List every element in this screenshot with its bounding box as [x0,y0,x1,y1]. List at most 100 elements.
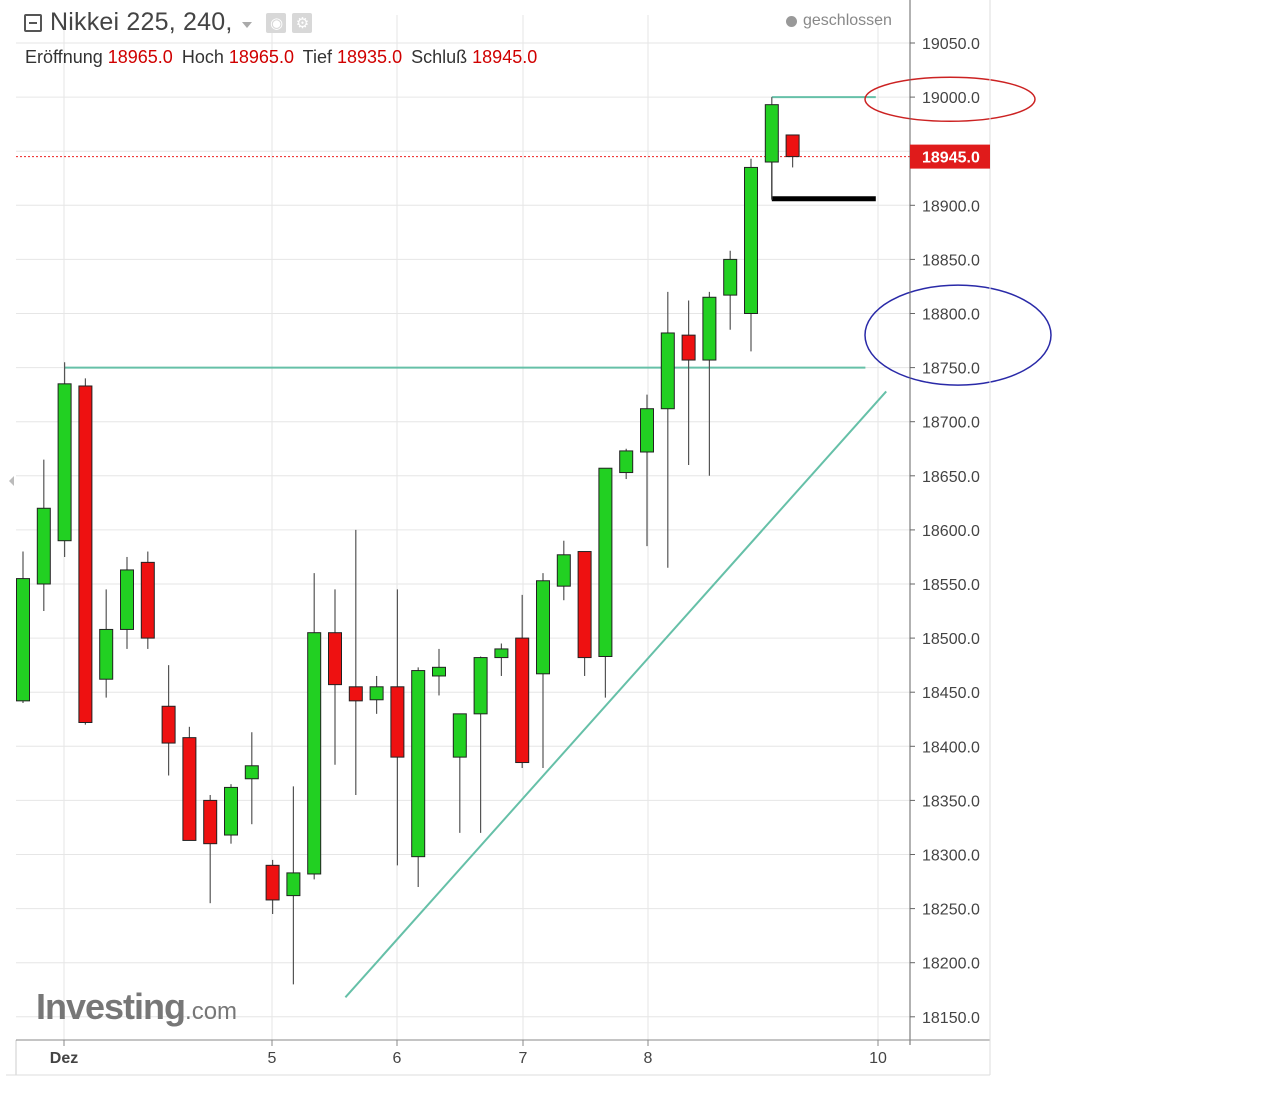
candle-body [244,765,259,780]
candle [369,675,384,714]
candle-body [556,554,571,587]
candle [328,589,342,765]
candle-body [723,258,738,296]
logo-brand: Investing [36,986,186,1027]
candle-body [640,408,654,453]
candle [452,713,467,833]
y-tick-label: 18800.0 [922,307,980,324]
low-value: 18935.0 [337,47,403,67]
candle [785,134,800,168]
chart-header: Nikkei 225, 240, ◉ ⚙ [24,8,313,37]
candle-body [744,166,758,314]
candle-body [515,637,530,764]
low-label: Tief [302,47,332,67]
candle [432,648,446,696]
candle-body [452,713,467,758]
y-tick-label: 18200.0 [922,956,980,973]
candle-body [473,657,488,715]
candle-body [494,648,509,659]
candle [36,459,51,612]
x-tick-label: 5 [268,1050,277,1067]
x-tick-label: 10 [869,1050,887,1067]
x-tick-label: Dez [50,1050,78,1067]
candle [99,589,114,698]
candle-body [224,786,238,836]
candle [556,540,571,601]
high-label: Hoch [181,47,224,67]
y-tick-label: 18550.0 [922,577,980,594]
candle-body [348,686,363,702]
candle-body [660,332,675,410]
y-tick-label: 18600.0 [922,523,980,540]
gear-icon[interactable]: ⚙ [292,12,313,33]
candle-body [432,666,446,677]
y-tick-label: 18350.0 [922,793,980,810]
candle [265,859,280,915]
y-tick-label: 18250.0 [922,902,980,919]
last-price-box [910,144,990,169]
y-tick-label: 19000.0 [922,90,980,107]
candle-body [78,385,93,723]
close-value: 18945.0 [472,47,538,67]
candle-body [16,578,30,702]
y-tick-label: 18850.0 [922,252,980,269]
candle [203,794,218,904]
candle-body [203,799,218,845]
candle-body [182,737,197,841]
trendline [344,390,887,998]
high-value: 18965.0 [228,47,294,67]
candle [78,378,93,725]
y-tick-label: 18400.0 [922,739,980,756]
chevron-down-icon[interactable] [242,21,253,28]
candle [16,551,30,704]
ohlc-legend: Eröffnung 18965.0 Hoch 18965.0 Tief 1893… [25,47,541,68]
candle-body [390,686,405,758]
candle-body [307,632,322,875]
candle [660,291,675,568]
candle-body [619,450,634,474]
candle-body [120,569,134,630]
candle [515,594,530,768]
y-tick-label: 18150.0 [922,1010,980,1027]
candle-body [785,134,800,158]
candle-body [369,686,384,701]
candle [494,643,509,676]
candle [244,732,259,825]
last-price-text: 18945.0 [922,150,980,167]
y-tick-label: 18650.0 [922,469,980,486]
candle [681,300,696,465]
candle [598,467,613,698]
candle [744,158,758,352]
last-price-label: 18945.0 [9,144,990,486]
candle [161,665,176,776]
x-tick-label: 8 [644,1050,653,1067]
candle [702,291,717,476]
candle-body [577,551,592,659]
x-tick-label: 6 [393,1050,402,1067]
candle [577,551,592,676]
candles [16,97,800,985]
logo-suffix: .com [185,998,238,1025]
candle-body [328,632,342,686]
candle-body [681,334,696,361]
candle [348,529,363,795]
candle [286,786,301,985]
candle-body [702,296,717,361]
close-label: Schluß [411,47,468,67]
candle [536,573,550,768]
candle-body [411,670,426,858]
candle-body [764,104,779,163]
candle [120,556,134,649]
candle-body [536,580,550,675]
candle-body [36,507,51,585]
candle-body [161,705,176,744]
eye-icon[interactable]: ◉ [266,12,287,33]
open-label: Eröffnung [25,47,103,67]
annotation-lines [16,96,910,998]
candle [140,551,155,649]
y-tick-label: 18750.0 [922,361,980,378]
y-tick-label: 18500.0 [922,631,980,648]
candle-body [57,383,72,542]
collapse-icon[interactable] [24,13,42,32]
